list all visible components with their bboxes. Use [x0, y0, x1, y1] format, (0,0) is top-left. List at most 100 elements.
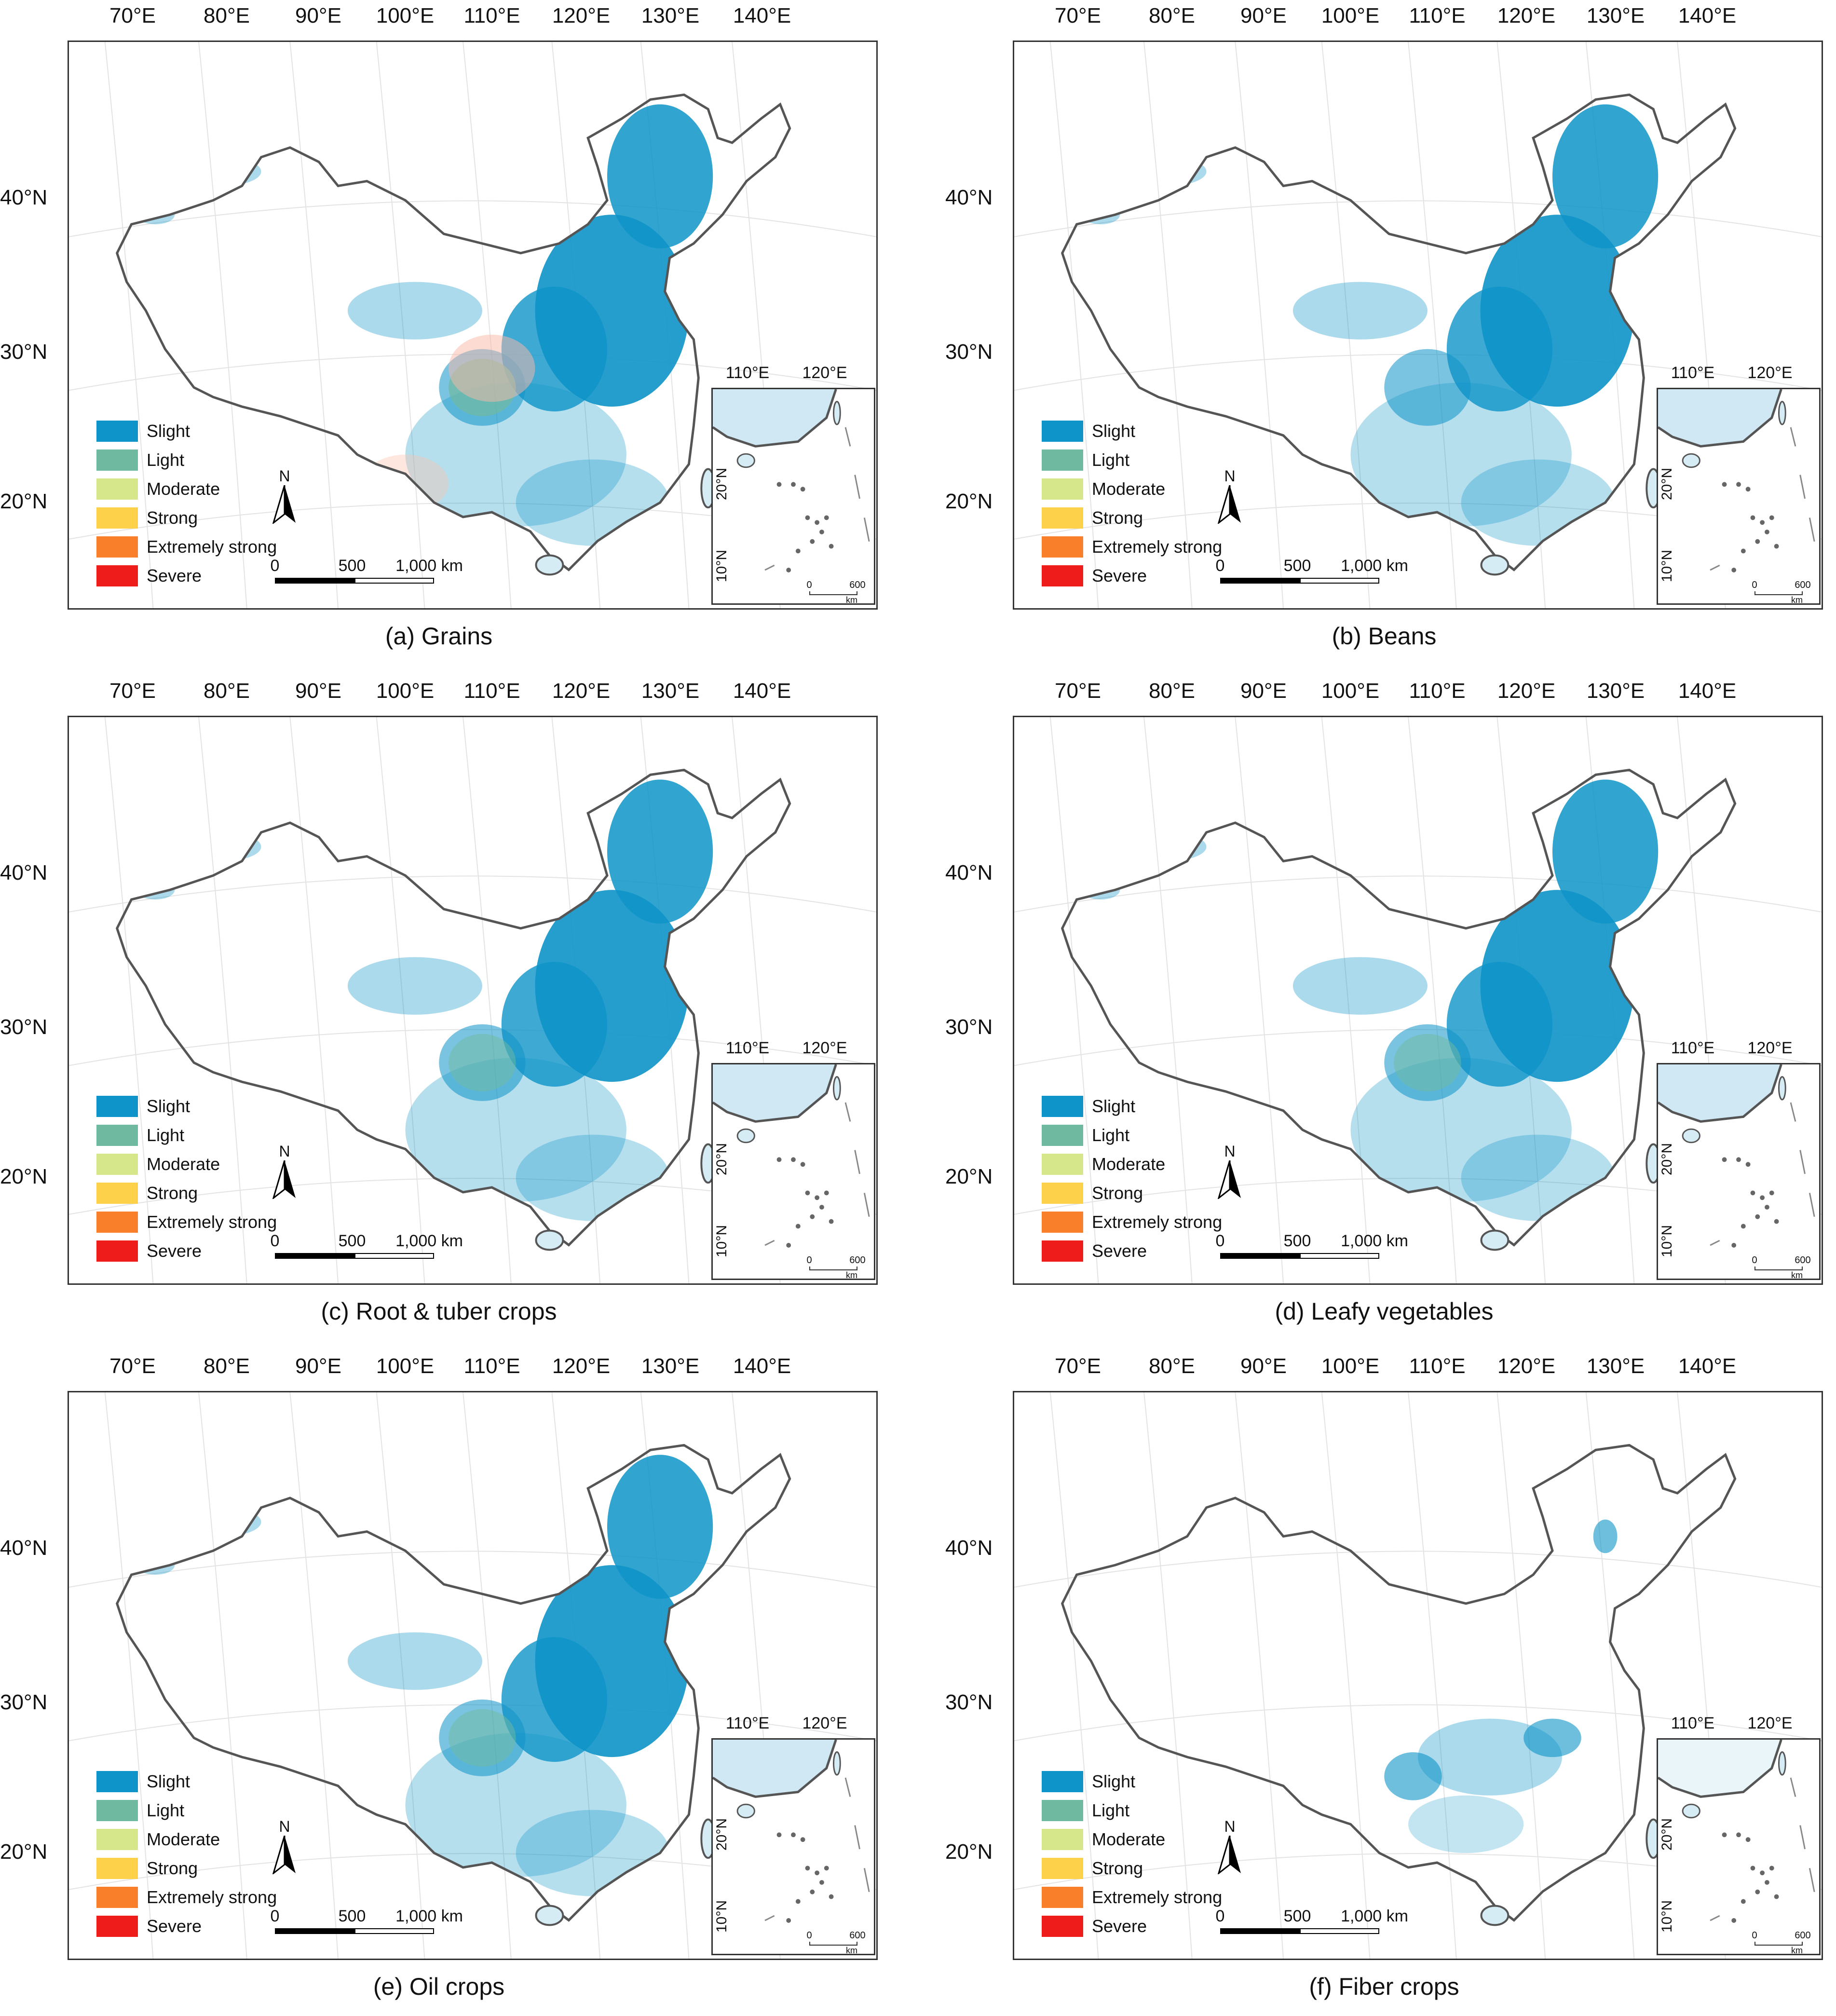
inset-scale-label: 0	[1752, 580, 1757, 590]
legend-item: Strong	[96, 1179, 277, 1208]
inset-latitude-tick: 20°N	[1659, 1818, 1675, 1851]
legend-item: Strong	[96, 504, 277, 532]
inset-longitude-tick: 110°E	[725, 364, 770, 382]
longitude-tick-label: 140°E	[733, 4, 791, 27]
longitude-tick-label: 70°E	[109, 4, 156, 27]
legend-item: Moderate	[1042, 1825, 1222, 1854]
longitude-tick-label: 130°E	[641, 1354, 700, 1378]
legend-item: Strong	[96, 1854, 277, 1883]
legend-label: Light	[147, 1800, 185, 1820]
scale-bar: 0 500 1,000 km	[271, 1232, 463, 1259]
inset-latitude-tick: 10°N	[714, 1900, 730, 1933]
south-china-sea-inset: 20°N 10°N 0 600 km	[711, 388, 875, 605]
legend-label: Severe	[147, 1241, 202, 1261]
longitude-tick-label: 130°E	[1586, 679, 1645, 703]
legend-swatch	[1042, 1771, 1083, 1792]
inset-scale-label: 600	[1795, 580, 1811, 590]
legend: Slight Light Moderate Strong Extremely stron…	[1042, 1767, 1222, 1941]
scale-bar: 0 500 1,000 km	[271, 557, 463, 584]
scale-bar-label: 1,000 km	[395, 557, 463, 575]
scale-bar-label: 1,000 km	[1341, 557, 1408, 575]
legend-label: Slight	[1092, 1771, 1136, 1791]
inset-scale-unit: km	[846, 595, 857, 605]
longitude-ticks: 70°E 80°E 90°E 100°E 110°E 120°E 130°E 140°E	[945, 0, 1804, 31]
legend-swatch	[96, 507, 138, 529]
inset-scale-unit: km	[1791, 1270, 1803, 1280]
inset-latitude-tick: 10°N	[1659, 549, 1675, 582]
scale-bar-label: 500	[1283, 1232, 1311, 1250]
legend-swatch	[1042, 478, 1083, 500]
inset-longitude-tick: 110°E	[1671, 1039, 1715, 1057]
legend-label: Strong	[1092, 1183, 1143, 1203]
latitude-tick-label: 30°N	[0, 1690, 48, 1714]
north-label: N	[279, 467, 290, 485]
legend-item: Severe	[96, 561, 277, 590]
longitude-ticks: 70°E 80°E 90°E 100°E 110°E 120°E 130°E 140°E	[0, 1350, 858, 1381]
legend-label: Moderate	[147, 479, 220, 499]
legend-swatch	[1042, 450, 1083, 471]
latitude-tick-label: 40°N	[945, 186, 993, 209]
legend-label: Strong	[1092, 1858, 1143, 1878]
latitude-tick-label: 30°N	[945, 1015, 993, 1039]
scale-bar-label: 500	[338, 557, 366, 575]
legend-swatch	[96, 1858, 138, 1879]
legend-item: Severe	[1042, 1237, 1222, 1266]
inset-latitude-tick: 20°N	[714, 1143, 730, 1175]
latitude-tick-label: 20°N	[945, 1165, 993, 1188]
legend-swatch	[1042, 1800, 1083, 1821]
legend-swatch	[96, 1212, 138, 1233]
legend-item: Slight	[1042, 1767, 1222, 1796]
scale-bar-label: 0	[270, 1907, 280, 1925]
legend-item: Extremely strong	[96, 1208, 277, 1237]
inset-latitude-tick: 10°N	[1659, 1225, 1675, 1257]
legend-label: Slight	[1092, 1096, 1136, 1116]
legend-item: Moderate	[1042, 1150, 1222, 1179]
longitude-ticks: 70°E 80°E 90°E 100°E 110°E 120°E 130°E 140°E	[0, 675, 858, 706]
inset-scale-label: 0	[806, 1930, 812, 1941]
legend-swatch	[96, 1771, 138, 1792]
legend-label: Severe	[1092, 566, 1147, 586]
inset-scale-unit: km	[1791, 1946, 1803, 1955]
legend-swatch	[96, 1125, 138, 1146]
latitude-tick-label: 20°N	[0, 490, 48, 513]
inset-scale-label: 600	[849, 1930, 866, 1941]
longitude-tick-label: 120°E	[1497, 679, 1556, 703]
inset-scale-unit: km	[846, 1270, 857, 1280]
legend-item: Strong	[1042, 1179, 1222, 1208]
longitude-tick-label: 140°E	[1678, 679, 1737, 703]
legend-item: Slight	[1042, 1092, 1222, 1121]
longitude-tick-label: 120°E	[1497, 4, 1556, 27]
longitude-tick-label: 80°E	[204, 4, 250, 27]
legend-item: Severe	[1042, 1912, 1222, 1941]
longitude-tick-label: 130°E	[641, 4, 700, 27]
legend-item: Light	[96, 446, 277, 475]
longitude-tick-label: 120°E	[552, 4, 611, 27]
north-arrow-icon: N	[270, 467, 299, 526]
south-china-sea-inset: 20°N 10°N 0 600 km	[1657, 1063, 1821, 1280]
legend: Slight Light Moderate Strong Extremely stron…	[96, 1092, 277, 1266]
inset-longitude-tick: 120°E	[1747, 1039, 1793, 1057]
china-map	[1014, 1392, 1822, 1959]
legend-swatch	[1042, 1183, 1083, 1204]
scale-bar-label: 500	[1283, 1907, 1311, 1925]
legend: Slight Light Moderate Strong Extremely stron…	[96, 417, 277, 590]
north-label: N	[1224, 1818, 1236, 1835]
longitude-tick-label: 100°E	[1321, 679, 1380, 703]
legend-swatch	[1042, 1858, 1083, 1879]
inset-scale-bar: 0 600 km	[806, 580, 865, 605]
longitude-tick-label: 140°E	[1678, 1354, 1737, 1378]
latitude-tick-label: 40°N	[945, 861, 993, 885]
south-china-sea-inset: 20°N 10°N 0 600 km	[711, 1063, 875, 1280]
inset-latitude-tick: 10°N	[714, 549, 730, 582]
legend-label: Moderate	[1092, 479, 1166, 499]
longitude-tick-label: 100°E	[376, 1354, 435, 1378]
legend-swatch	[1042, 1240, 1083, 1262]
legend-label: Light	[147, 450, 185, 470]
inset-longitude-tick: 120°E	[802, 364, 847, 382]
longitude-tick-label: 140°E	[733, 1354, 791, 1378]
latitude-tick-label: 40°N	[0, 1536, 48, 1560]
latitude-tick-label: 30°N	[0, 1015, 48, 1039]
north-label: N	[279, 1143, 290, 1160]
longitude-tick-label: 100°E	[376, 4, 435, 27]
legend-label: Extremely strong	[1092, 1212, 1223, 1232]
